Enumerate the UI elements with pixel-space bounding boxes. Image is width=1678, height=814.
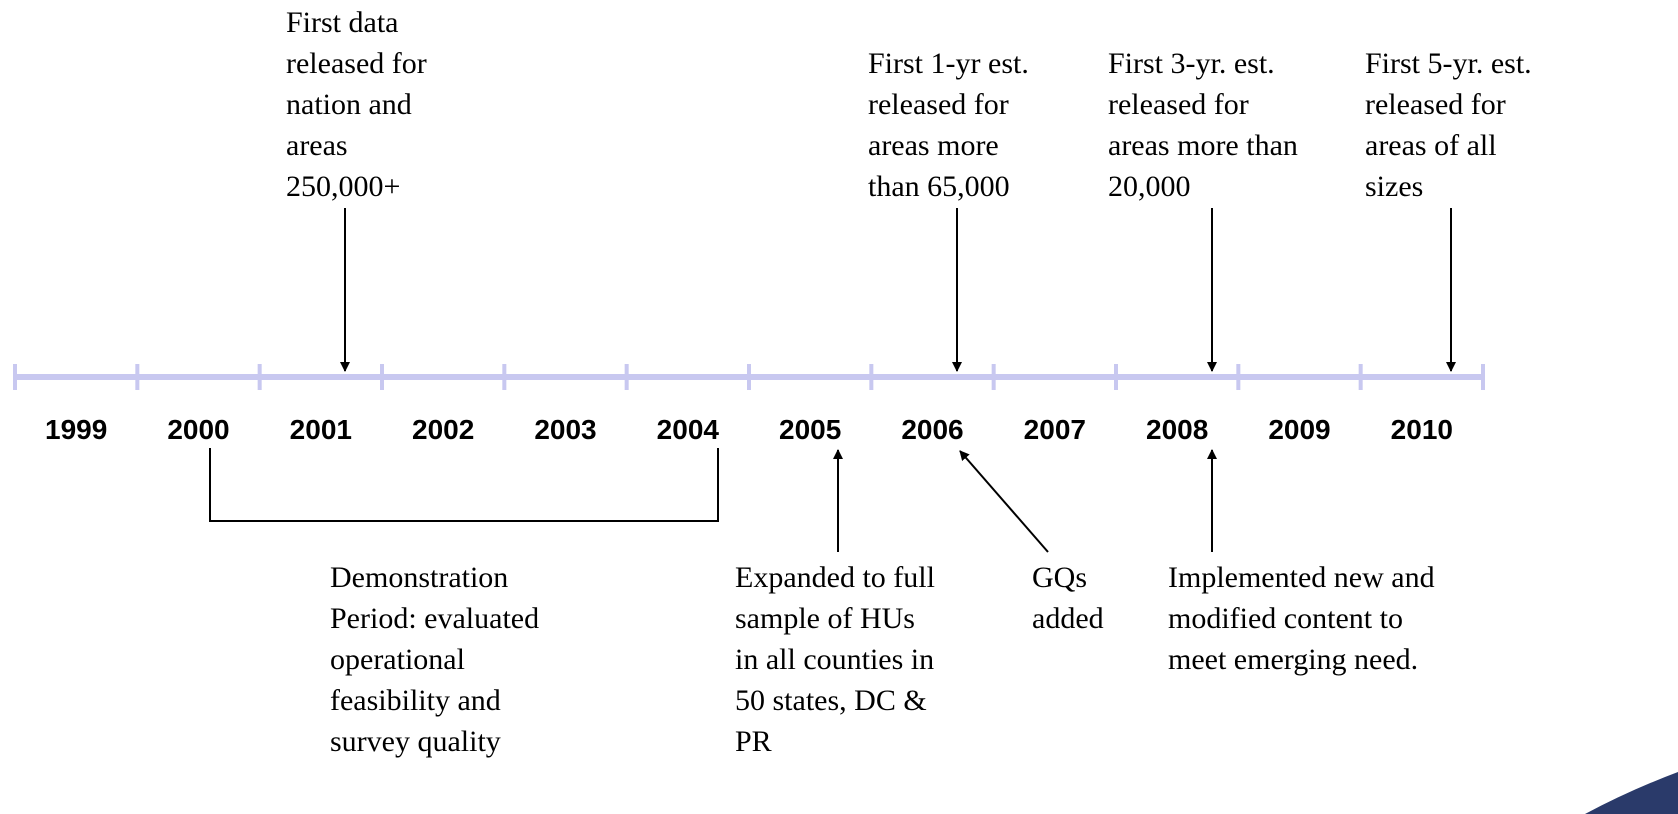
corner-decoration bbox=[1585, 772, 1678, 814]
note-line: released for bbox=[1365, 88, 1506, 121]
note-line: First data bbox=[286, 6, 399, 39]
arrow bbox=[959, 450, 1049, 553]
note-line: First 5-yr. est. bbox=[1365, 47, 1532, 80]
note-line: meet emerging need. bbox=[1168, 643, 1418, 676]
note-line: than 65,000 bbox=[868, 170, 1010, 203]
year-label: 2006 bbox=[901, 414, 963, 445]
bottom-annotation: GQs added bbox=[1032, 561, 1104, 635]
note-line: GQs bbox=[1032, 561, 1087, 594]
top-annotation: First data released for nation and areas 250… bbox=[286, 6, 427, 203]
year-label: 2008 bbox=[1146, 414, 1208, 445]
note-line: in all counties in bbox=[735, 643, 934, 676]
note-line: operational bbox=[330, 643, 465, 676]
bottom-annotation: Expanded to full sample of HUs in all coun… bbox=[735, 561, 935, 758]
note-line: First 3-yr. est. bbox=[1108, 47, 1275, 80]
note-line: modified content to bbox=[1168, 602, 1403, 635]
bottom-annotation: Demonstration Period: evaluated operationa… bbox=[330, 561, 539, 758]
note-line: sample of HUs bbox=[735, 602, 915, 635]
bracket bbox=[209, 448, 719, 522]
note-line: areas bbox=[286, 129, 348, 162]
note-line: nation and bbox=[286, 88, 412, 121]
note-line: Implemented new and bbox=[1168, 561, 1435, 594]
note-line: Expanded to full bbox=[735, 561, 935, 594]
note-line: released for bbox=[286, 47, 427, 80]
note-line: areas more bbox=[868, 129, 999, 162]
note-line: released for bbox=[1108, 88, 1249, 121]
note-line: 250,000+ bbox=[286, 170, 400, 203]
note-line: First 1-yr est. bbox=[868, 47, 1029, 80]
note-line: 20,000 bbox=[1108, 170, 1191, 203]
note-line: Demonstration bbox=[330, 561, 508, 594]
note-line: areas more than bbox=[1108, 129, 1298, 162]
year-label: 2009 bbox=[1268, 414, 1330, 445]
note-line: Period: evaluated bbox=[330, 602, 539, 635]
bottom-annotation: Implemented new and modified content to me… bbox=[1168, 561, 1435, 676]
top-annotation: First 1-yr est. released for areas more tha… bbox=[868, 47, 1029, 203]
top-annotation: First 5-yr. est. released for areas of all… bbox=[1365, 47, 1532, 203]
note-line: PR bbox=[735, 725, 772, 758]
note-line: released for bbox=[868, 88, 1009, 121]
year-label: 2005 bbox=[779, 414, 841, 445]
year-label: 2001 bbox=[290, 414, 352, 445]
note-line: 50 states, DC & bbox=[735, 684, 927, 717]
top-annotation: First 3-yr. est. released for areas more t… bbox=[1108, 47, 1298, 203]
note-line: added bbox=[1032, 602, 1104, 635]
note-line: feasibility and bbox=[330, 684, 501, 717]
year-label: 2003 bbox=[534, 414, 596, 445]
year-label: 1999 bbox=[45, 414, 107, 445]
year-label: 2007 bbox=[1024, 414, 1086, 445]
timeline-axis bbox=[13, 364, 1485, 390]
note-line: survey quality bbox=[330, 725, 501, 758]
note-line: areas of all bbox=[1365, 129, 1497, 162]
year-label: 2000 bbox=[167, 414, 229, 445]
year-label: 2004 bbox=[657, 414, 720, 445]
note-line: sizes bbox=[1365, 170, 1423, 203]
year-label: 2002 bbox=[412, 414, 474, 445]
year-label: 2010 bbox=[1391, 414, 1453, 445]
